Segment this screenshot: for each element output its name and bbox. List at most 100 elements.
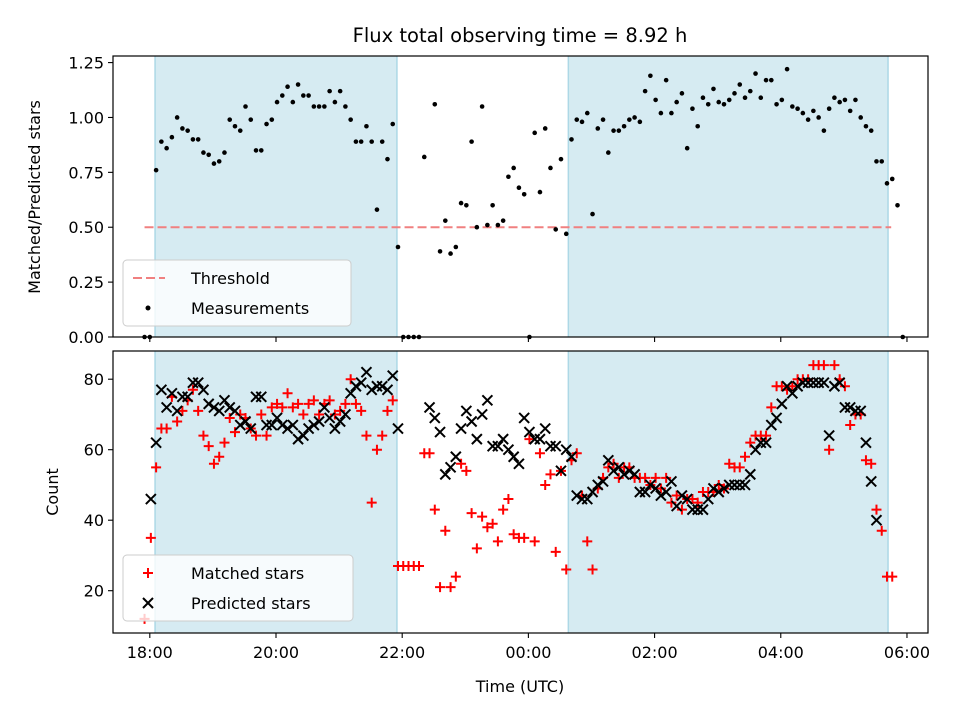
predicted-star-point — [628, 468, 641, 481]
matched-star-point — [361, 430, 372, 441]
y-tick-label: 20 — [84, 582, 104, 601]
predicted-star-point — [245, 422, 257, 435]
matched-star-point — [282, 388, 293, 399]
matched-star-point — [876, 525, 887, 536]
predicted-star-point — [713, 486, 725, 498]
legend-label: Measurements — [191, 299, 309, 318]
measurement-point — [195, 137, 201, 142]
matched-star-point — [866, 458, 877, 469]
predicted-star-point — [355, 377, 367, 389]
matched-star-point — [845, 420, 856, 431]
measurement-point — [469, 139, 474, 144]
measurement-point — [258, 148, 264, 153]
matched-star-point — [603, 462, 614, 473]
measurement-point — [306, 93, 311, 98]
matched-star-point — [661, 472, 672, 483]
measurement-point — [474, 224, 480, 230]
predicted-star-point — [571, 489, 583, 502]
predicted-star-point — [665, 475, 678, 488]
measurement-point — [537, 189, 543, 195]
matched-star-point — [824, 444, 835, 455]
predicted-star-point — [613, 461, 625, 474]
measurement-point — [816, 115, 821, 120]
predicted-star-point — [770, 412, 783, 424]
measurement-point — [590, 211, 595, 217]
matched-star-point — [671, 490, 682, 501]
predicted-star-point — [160, 401, 173, 414]
predicted-star-point — [365, 384, 378, 396]
measurement-point — [542, 126, 548, 131]
matched-star-point — [492, 536, 503, 547]
predicted-star-point — [213, 405, 225, 417]
measurement-point — [769, 77, 774, 83]
measurement-point — [232, 123, 238, 129]
measurement-point — [853, 97, 858, 103]
predicted-star-point — [502, 443, 515, 456]
matched-star-point — [277, 402, 288, 413]
measurement-point — [805, 117, 811, 122]
top-y-axis-label: Matched/Predicted stars — [25, 100, 44, 294]
predicted-star-point — [313, 415, 325, 428]
legend-matched-swatch — [143, 568, 153, 578]
predicted-star-point — [860, 436, 872, 449]
predicted-star-point — [854, 405, 867, 417]
matched-star-point — [198, 430, 209, 441]
measurement-point — [774, 101, 779, 107]
predicted-star-point — [865, 475, 877, 488]
measurement-point — [153, 167, 159, 173]
matched-star-point — [177, 405, 188, 416]
predicted-star-point — [181, 391, 194, 403]
measurement-point — [374, 207, 380, 212]
measurement-point — [627, 117, 632, 122]
matched-star-point — [266, 402, 277, 413]
predicted-star-point — [150, 436, 162, 449]
predicted-star-point — [444, 461, 457, 474]
predicted-star-point — [302, 422, 315, 435]
predicted-star-point — [523, 426, 536, 438]
measurement-point — [653, 97, 658, 103]
matched-star-point — [272, 398, 283, 409]
matched-star-point — [860, 455, 871, 466]
legend-measurement-swatch — [145, 305, 151, 311]
measurement-point — [795, 106, 800, 111]
predicted-star-point — [513, 458, 525, 470]
measurement-point — [737, 82, 743, 87]
measurement-point — [269, 117, 275, 122]
measurement-point — [695, 123, 700, 129]
measurement-point — [448, 251, 453, 256]
measurement-point — [784, 66, 790, 72]
matched-star-point — [519, 532, 530, 543]
measurement-point — [595, 126, 601, 131]
predicted-star-point — [539, 422, 551, 435]
y-tick-label: 60 — [84, 441, 104, 460]
measurement-point — [364, 123, 369, 129]
measurement-point — [637, 119, 643, 125]
predicted-star-point — [376, 380, 388, 392]
predicted-star-point — [202, 398, 215, 410]
measurement-point — [747, 88, 753, 94]
measurement-point — [642, 88, 648, 94]
predicted-star-point — [786, 387, 799, 400]
predicted-star-point — [171, 405, 183, 417]
measurement-point — [842, 97, 848, 103]
predicted-star-point — [455, 422, 467, 435]
measurement-point — [479, 104, 485, 109]
predicted-star-point — [607, 465, 620, 477]
legend-label: Predicted stars — [191, 594, 311, 613]
matched-star-point — [650, 472, 661, 483]
measurement-point — [490, 202, 495, 208]
series-measurements — [142, 66, 906, 340]
x-tick-label: 06:00 — [884, 643, 930, 662]
measurement-point — [311, 104, 317, 109]
matched-star-point — [477, 511, 488, 522]
measurement-point — [895, 202, 900, 208]
legend-label: Matched stars — [191, 564, 304, 583]
matched-star-point — [440, 525, 451, 536]
measurement-point — [316, 104, 322, 109]
matched-star-point — [524, 434, 535, 445]
x-tick-label: 18:00 — [127, 643, 173, 662]
predicted-star-point — [550, 440, 562, 452]
predicted-star-point — [350, 380, 362, 392]
measurement-point — [264, 121, 269, 127]
predicted-star-point — [429, 412, 441, 424]
